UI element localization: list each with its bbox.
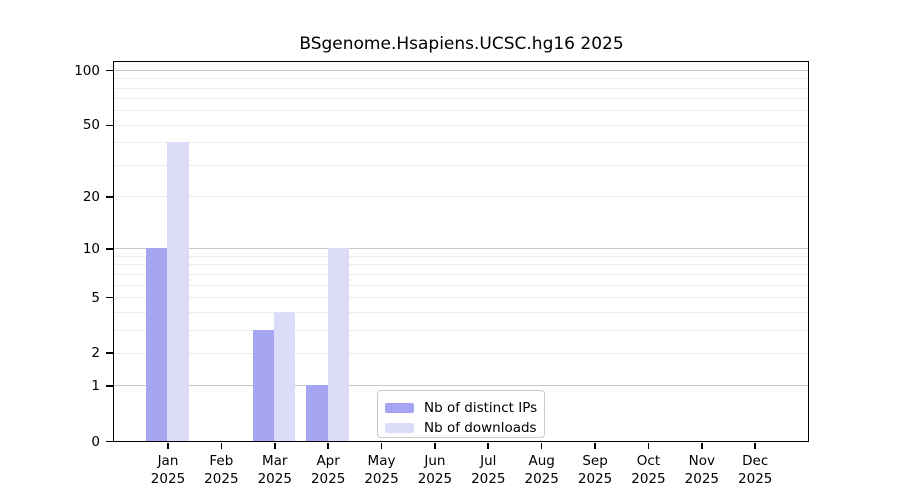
x-tick-label-jul: Jul 2025	[452, 452, 524, 488]
gridline-minor-50	[114, 124, 808, 126]
x-tick-month: Oct	[636, 453, 661, 469]
x-tick-mark-dec	[754, 443, 756, 449]
x-tick-mark-jul	[487, 443, 490, 449]
y-tick-mark-50	[106, 124, 113, 127]
y-tick-label-0: 0	[91, 433, 100, 450]
legend-item-distinct-ips: Nb of distinct IPs	[385, 398, 544, 418]
x-tick-year: 2025	[310, 471, 346, 487]
gridline-minor-4	[114, 311, 808, 313]
y-tick-mark-2	[106, 352, 113, 355]
x-tick-month: Feb	[209, 453, 234, 469]
x-tick-mark-sep	[594, 443, 596, 449]
x-tick-label-may: May 2025	[346, 452, 418, 488]
x-tick-month: Nov	[688, 453, 715, 469]
y-tick-mark-20	[106, 196, 113, 198]
x-tick-year: 2025	[631, 471, 666, 487]
gridline-minor-8	[114, 264, 808, 266]
y-tick-mark-0	[106, 440, 113, 443]
x-tick-label-oct: Oct 2025	[612, 452, 684, 488]
gridline-minor-70	[114, 98, 808, 100]
gridline-minor-90	[114, 78, 808, 80]
x-tick-month: May	[367, 453, 396, 469]
legend-label-downloads: Nb of downloads	[424, 419, 537, 436]
x-tick-month: Aug	[528, 453, 555, 469]
gridline-minor-6	[114, 284, 808, 286]
bar-downloads-apr	[327, 248, 349, 441]
x-tick-year: 2025	[364, 471, 399, 487]
x-tick-year: 2025	[577, 471, 613, 487]
gridline-minor-2	[114, 352, 808, 354]
x-tick-mark-mar	[273, 443, 276, 449]
chart-title: BSgenome.Hsapiens.UCSC.hg16 2025	[299, 34, 624, 54]
x-tick-month: Sep	[582, 453, 608, 469]
gridline-minor-80	[114, 87, 808, 89]
gridline-minor-9	[114, 255, 808, 257]
gridline-minor-60	[114, 110, 808, 112]
x-tick-mark-apr	[327, 443, 329, 449]
x-tick-year: 2025	[204, 471, 239, 487]
y-tick-label-1: 1	[91, 377, 100, 394]
x-tick-month: Apr	[316, 453, 340, 469]
y-tick-label-20: 20	[82, 188, 100, 205]
legend-swatch-distinct-ips	[385, 403, 414, 413]
plot-area	[113, 61, 809, 442]
x-tick-label-dec: Dec 2025	[719, 452, 791, 488]
x-tick-month: Mar	[262, 453, 288, 469]
gridline-minor-3	[114, 329, 808, 331]
gridline-major-1	[114, 385, 808, 387]
bar-distinct-ips-mar	[252, 329, 275, 441]
gridline-minor-20	[114, 196, 808, 198]
x-tick-year: 2025	[684, 471, 719, 487]
x-tick-label-jun: Jun 2025	[399, 452, 471, 488]
y-tick-mark-100	[106, 69, 113, 72]
x-tick-mark-oct	[647, 443, 650, 449]
x-tick-label-aug: Aug 2025	[506, 452, 578, 488]
x-tick-mark-aug	[540, 443, 543, 449]
x-tick-month: Jul	[480, 453, 497, 469]
legend: Nb of distinct IPs Nb of downloads	[377, 390, 545, 438]
bar-downloads-jan	[167, 142, 189, 441]
gridline-minor-5	[114, 296, 808, 298]
y-tick-mark-10	[106, 248, 113, 250]
y-tick-label-100: 100	[74, 62, 100, 79]
y-tick-label-5: 5	[91, 289, 100, 306]
x-tick-year: 2025	[150, 471, 186, 487]
y-tick-label-2: 2	[91, 345, 100, 362]
x-tick-mark-jan	[167, 443, 169, 449]
bar-downloads-mar	[274, 311, 296, 441]
bar-distinct-ips-jan	[146, 248, 168, 441]
x-tick-mark-feb	[220, 443, 223, 449]
legend-label-distinct-ips: Nb of distinct IPs	[424, 399, 538, 416]
x-tick-mark-jun	[434, 443, 436, 449]
y-tick-mark-1	[106, 385, 113, 387]
x-tick-month: Jan	[157, 453, 179, 469]
x-tick-year: 2025	[524, 471, 559, 487]
x-tick-label-apr: Apr 2025	[292, 452, 364, 488]
x-tick-label-feb: Feb 2025	[185, 452, 257, 488]
x-tick-label-sep: Sep 2025	[559, 452, 631, 488]
x-tick-label-jan: Jan 2025	[132, 452, 204, 488]
y-tick-label-50: 50	[82, 117, 100, 134]
legend-swatch-downloads	[385, 423, 414, 433]
x-tick-label-mar: Mar 2025	[239, 452, 311, 488]
x-tick-label-nov: Nov 2025	[666, 452, 738, 488]
gridline-minor-30	[114, 164, 808, 166]
x-tick-year: 2025	[471, 471, 506, 487]
gridline-minor-7	[114, 273, 808, 275]
y-tick-mark-5	[106, 296, 113, 299]
x-tick-month: Jun	[424, 453, 446, 469]
y-tick-label-10: 10	[82, 240, 100, 257]
x-tick-mark-nov	[701, 443, 703, 449]
legend-item-downloads: Nb of downloads	[385, 418, 544, 438]
x-tick-year: 2025	[257, 471, 292, 487]
gridline-major-100	[114, 69, 808, 71]
x-tick-month: Dec	[742, 453, 769, 469]
bar-distinct-ips-apr	[306, 385, 328, 441]
gridline-major-10	[114, 248, 808, 250]
x-tick-mark-may	[380, 443, 383, 449]
x-tick-year: 2025	[417, 471, 453, 487]
x-tick-year: 2025	[738, 471, 773, 487]
gridline-minor-40	[114, 142, 808, 144]
